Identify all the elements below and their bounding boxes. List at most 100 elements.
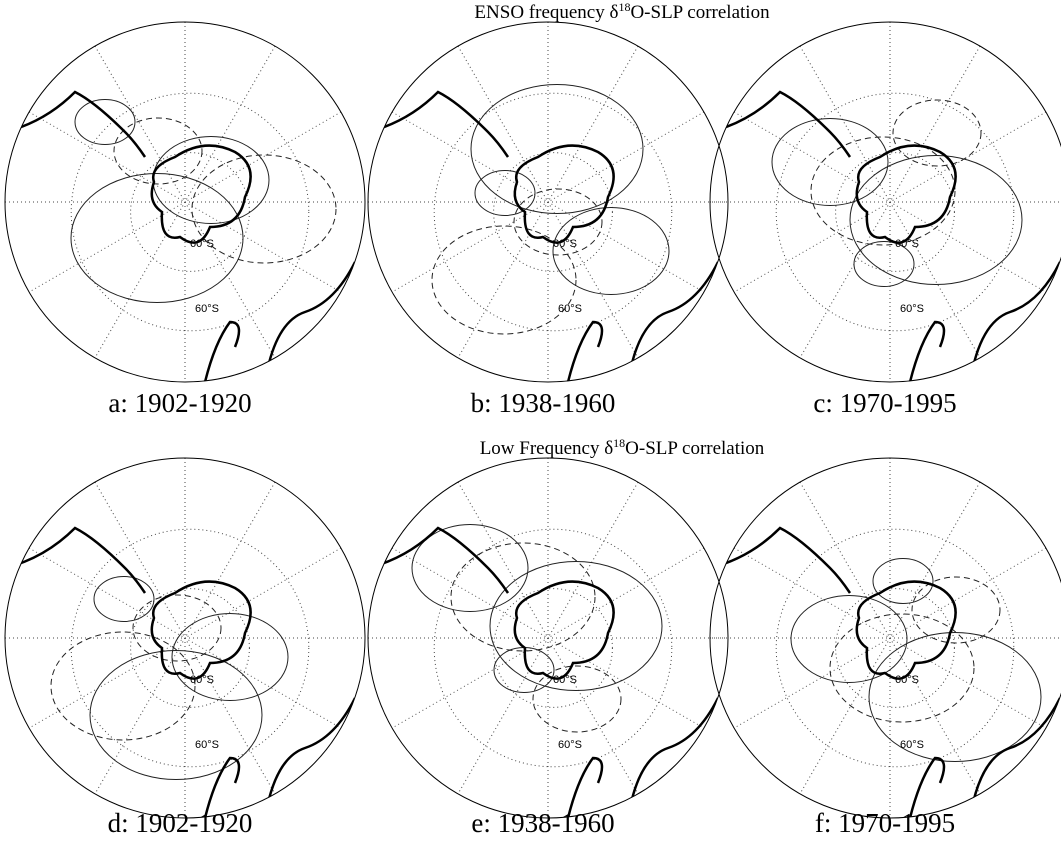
- graticule: [799, 45, 981, 359]
- coastline: [566, 261, 720, 382]
- panel-caption: e: 1938-1960: [471, 808, 614, 838]
- map-panel: 60°S 60°S: [709, 457, 1061, 819]
- graticule: [433, 528, 673, 768]
- coastline: [710, 90, 852, 158]
- contour: [829, 613, 975, 723]
- contour: [89, 650, 263, 780]
- latitude-label: 60°S: [195, 739, 219, 751]
- coastline: [5, 90, 147, 158]
- section-title: ENSO frequency δ18O-SLP correlation: [474, 0, 770, 23]
- coastline: [150, 580, 252, 680]
- latitude-label: 60°S: [895, 238, 919, 250]
- contour: [191, 154, 337, 264]
- contour: [872, 558, 934, 604]
- contour: [489, 561, 663, 691]
- contour: [810, 136, 956, 246]
- title-text: O-SLP correlation: [630, 2, 770, 23]
- contour: [532, 665, 622, 733]
- map-panel: 60°S 60°S: [367, 457, 729, 819]
- latitude-label: 60°S: [553, 238, 577, 250]
- section-title: Low Frequency δ18O-SLP correlation: [480, 436, 765, 459]
- panel-caption: c: 1970-1995: [813, 388, 956, 418]
- map-panel: 60°S 60°S: [367, 21, 729, 383]
- map-content: [368, 458, 728, 818]
- contour: [911, 576, 1001, 644]
- coastline: [566, 697, 720, 818]
- panel-caption: f: 1970-1995: [815, 808, 955, 838]
- contour: [853, 241, 915, 287]
- latitude-label: 60°S: [900, 739, 924, 751]
- coastline: [203, 697, 357, 818]
- map-border: [367, 21, 729, 383]
- coastline: [150, 144, 252, 244]
- latitude-label: 60°S: [558, 303, 582, 315]
- contour: [892, 99, 982, 167]
- map-content: [5, 458, 365, 818]
- map-border: [4, 457, 366, 819]
- map-panel: 60°S 60°S: [4, 457, 366, 819]
- contour: [132, 594, 222, 662]
- latitude-label: 60°S: [195, 303, 219, 315]
- map-border: [709, 457, 1061, 819]
- graticule: [493, 588, 613, 708]
- coastline: [203, 261, 357, 382]
- coastline: [710, 526, 852, 594]
- graticule: [70, 92, 310, 332]
- graticule: [391, 111, 705, 293]
- contour: [790, 595, 908, 683]
- map-panel: 60°S 60°S: [4, 21, 366, 383]
- graticule: [835, 152, 955, 272]
- graticule: [775, 528, 1015, 768]
- graticule: [130, 588, 250, 708]
- contour: [552, 207, 670, 295]
- map-border: [4, 21, 366, 383]
- contour: [431, 225, 577, 335]
- map-content: [710, 22, 1061, 382]
- coastline: [368, 90, 510, 158]
- map-content: [5, 22, 365, 382]
- title-text: Low Frequency δ: [480, 438, 614, 459]
- coastline: [855, 144, 957, 244]
- title-superscript: 18: [613, 436, 625, 450]
- graticule: [835, 588, 955, 708]
- panel-caption: b: 1938-1960: [471, 388, 616, 418]
- graticule: [28, 547, 342, 729]
- contour: [470, 84, 644, 214]
- map-border: [367, 457, 729, 819]
- coastline: [908, 697, 1061, 818]
- contour: [93, 576, 155, 622]
- panel-caption: d: 1902-1920: [108, 808, 253, 838]
- contour: [474, 170, 536, 216]
- contour: [849, 155, 1023, 285]
- contour: [50, 631, 196, 741]
- contour: [70, 173, 244, 303]
- graticule: [391, 547, 705, 729]
- coastline: [855, 580, 957, 680]
- contour: [513, 188, 603, 256]
- coastline: [5, 526, 147, 594]
- coastline: [368, 526, 510, 594]
- graticule: [733, 547, 1047, 729]
- contour: [450, 542, 596, 652]
- coastline: [513, 144, 615, 244]
- coastline: [513, 580, 615, 680]
- contour: [74, 99, 136, 145]
- latitude-label: 60°S: [558, 739, 582, 751]
- graticule: [799, 481, 981, 795]
- contour: [868, 632, 1042, 762]
- contour: [171, 613, 289, 701]
- title-text: ENSO frequency δ: [474, 2, 618, 23]
- graticule: [28, 111, 342, 293]
- graticule: [733, 111, 1047, 293]
- map-border: [709, 21, 1061, 383]
- graticule: [130, 152, 250, 272]
- map-content: [710, 458, 1061, 818]
- latitude-label: 60°S: [190, 238, 214, 250]
- title-superscript: 18: [618, 0, 630, 14]
- panel-caption: a: 1902-1920: [108, 388, 251, 418]
- map-content: [368, 22, 728, 382]
- latitude-label: 60°S: [553, 674, 577, 686]
- coastline: [908, 261, 1061, 382]
- graticule: [493, 152, 613, 272]
